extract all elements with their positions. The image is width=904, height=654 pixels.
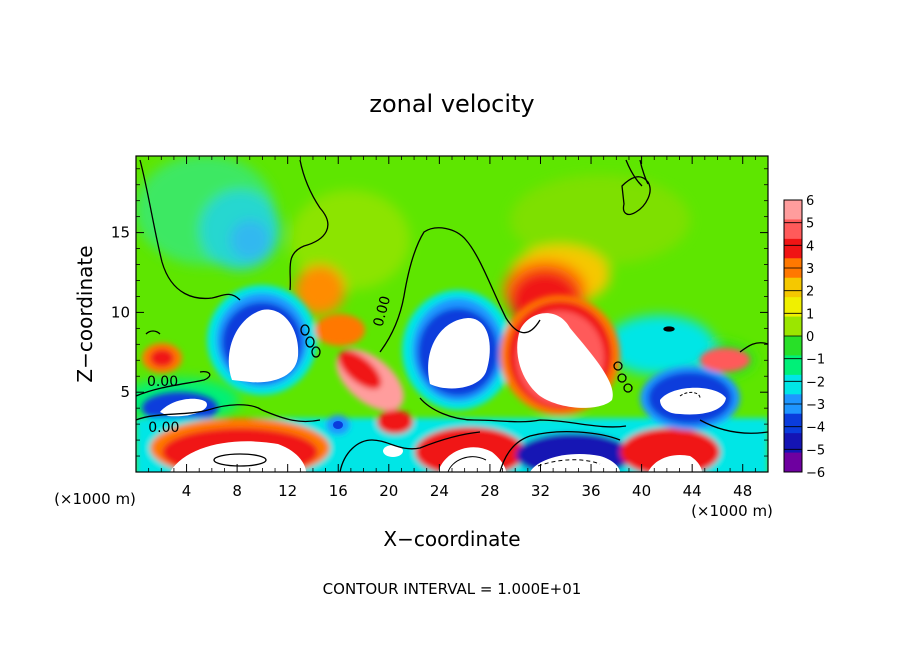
x-tick-label: 20 xyxy=(379,482,398,500)
colorbar-label: 5 xyxy=(806,217,814,232)
contour-label: 0.00 xyxy=(147,374,178,390)
colorbar-label: 1 xyxy=(806,307,814,322)
colorbar-swatch xyxy=(784,238,802,259)
colorbar-label: 0 xyxy=(806,330,814,345)
y-axis: 5 10 15 xyxy=(111,168,768,457)
contour-label: 0.00 xyxy=(371,294,395,328)
x-tick-label: 4 xyxy=(182,482,192,500)
contour-label-group: 0.00 0.00 0.00 xyxy=(147,294,394,436)
colorbar-label: 2 xyxy=(806,285,814,300)
heatmap-field: 0.00 0.00 0.00 xyxy=(136,156,768,472)
colorbar-label: −2 xyxy=(806,375,825,390)
x-axis-label: X−coordinate xyxy=(383,527,520,551)
x-tick-label: 32 xyxy=(531,482,550,500)
y-tick-label: 10 xyxy=(111,303,130,321)
colorbar-label: 6 xyxy=(806,194,814,209)
colorbar-label: 3 xyxy=(806,262,814,277)
x-tick-label: 8 xyxy=(232,482,242,500)
colorbar-label: 4 xyxy=(806,239,814,254)
x-tick-label: 12 xyxy=(278,482,297,500)
colorbar-swatch xyxy=(784,452,802,473)
x-axis: 4 8 12 16 20 24 28 32 36 40 44 48 xyxy=(148,156,756,500)
colorbar-label: −4 xyxy=(806,421,825,436)
colorbar-swatch xyxy=(784,413,802,434)
colorbar-label: −1 xyxy=(806,353,825,368)
x-unit-left: (×1000 m) xyxy=(54,490,136,508)
colorbar-swatch xyxy=(784,355,802,376)
colorbar-swatch xyxy=(784,336,802,356)
colorbar-swatch xyxy=(784,433,802,454)
field-blobs-soft xyxy=(136,156,755,422)
contour-lines xyxy=(136,159,768,472)
x-tick-label: 24 xyxy=(430,482,449,500)
colorbar-swatch xyxy=(784,297,802,318)
saturated-regions xyxy=(160,309,726,472)
contour-label: 0.00 xyxy=(148,420,179,436)
contour-interval-note: CONTOUR INTERVAL = 1.000E+01 xyxy=(323,580,582,598)
x-tick-label: 48 xyxy=(733,482,752,500)
x-tick-label: 44 xyxy=(683,482,702,500)
colorbar-label: −6 xyxy=(806,466,825,481)
colorbar-label: −3 xyxy=(806,398,825,413)
colorbar-swatch xyxy=(784,277,802,298)
y-tick-label: 5 xyxy=(120,383,130,401)
colorbar-swatch xyxy=(784,219,802,240)
y-axis-label: Z−coordinate xyxy=(73,245,97,382)
colorbar-swatch xyxy=(784,374,802,395)
colorbar: 6 5 4 3 2 1 0 −1 −2 −3 −4 −5 −6 xyxy=(783,194,825,481)
x-tick-label: 40 xyxy=(632,482,651,500)
x-tick-label: 28 xyxy=(480,482,499,500)
x-unit-right: (×1000 m) xyxy=(691,502,773,520)
y-tick-label: 15 xyxy=(111,224,130,242)
chart-title: zonal velocity xyxy=(369,90,534,118)
x-tick-label: 16 xyxy=(329,482,348,500)
colorbar-swatch xyxy=(784,200,802,220)
colorbar-label: −5 xyxy=(806,443,825,458)
x-tick-label: 36 xyxy=(581,482,600,500)
colorbar-swatch xyxy=(784,316,802,337)
